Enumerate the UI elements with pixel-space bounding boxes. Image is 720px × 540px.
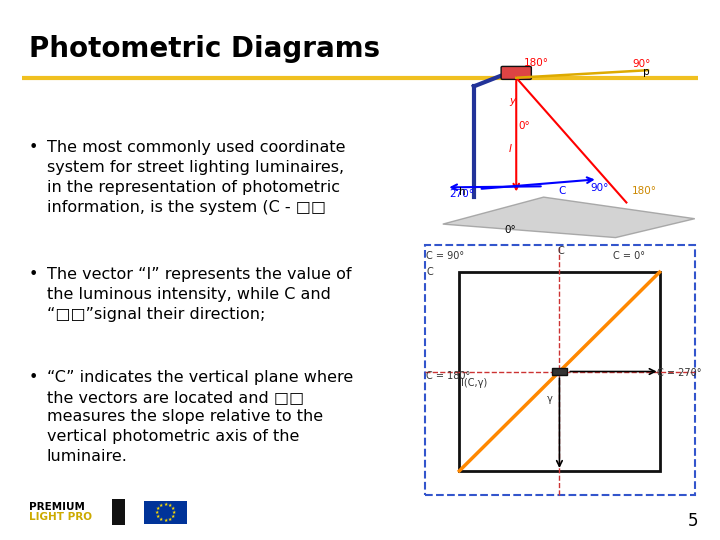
Text: 180°: 180° bbox=[632, 186, 657, 197]
Bar bbox=[112, 499, 125, 525]
Text: •: • bbox=[29, 267, 38, 282]
Text: LIGHT PRO: LIGHT PRO bbox=[29, 512, 92, 522]
Text: 5: 5 bbox=[688, 512, 698, 530]
Bar bbox=[459, 272, 660, 471]
Text: C = 90°: C = 90° bbox=[426, 251, 464, 261]
Text: 180°: 180° bbox=[524, 58, 549, 68]
Text: •: • bbox=[29, 140, 38, 156]
Text: ★: ★ bbox=[155, 510, 159, 515]
Text: ★: ★ bbox=[159, 516, 163, 522]
Text: The vector “I” represents the value of
the luminous intensity, while C and
“□□”s: The vector “I” represents the value of t… bbox=[47, 267, 351, 322]
Text: ★: ★ bbox=[168, 503, 172, 509]
Text: Photometric Diagrams: Photometric Diagrams bbox=[29, 35, 380, 63]
Text: ★: ★ bbox=[163, 517, 168, 523]
Text: C: C bbox=[427, 267, 433, 278]
Bar bbox=[144, 501, 187, 524]
Text: The most commonly used coordinate
system for street lighting luminaires,
in the : The most commonly used coordinate system… bbox=[47, 140, 346, 215]
Polygon shape bbox=[443, 197, 695, 238]
FancyBboxPatch shape bbox=[501, 66, 531, 79]
Bar bbox=[552, 368, 567, 375]
Text: ★: ★ bbox=[172, 510, 176, 515]
Text: C = 180°: C = 180° bbox=[426, 371, 470, 381]
Text: γ: γ bbox=[547, 394, 553, 404]
Text: I: I bbox=[509, 144, 512, 154]
Text: 0°: 0° bbox=[504, 225, 516, 235]
Text: “C” indicates the vertical plane where
the vectors are located and □□
measures t: “C” indicates the vertical plane where t… bbox=[47, 370, 353, 464]
Text: 90°: 90° bbox=[590, 183, 609, 193]
Text: ★: ★ bbox=[163, 502, 168, 508]
Text: ★: ★ bbox=[156, 506, 161, 511]
Text: C = 0°: C = 0° bbox=[613, 251, 645, 261]
Text: C: C bbox=[558, 186, 565, 197]
Text: I(C,γ): I(C,γ) bbox=[461, 378, 487, 388]
Text: 90°: 90° bbox=[632, 59, 651, 69]
Text: 270°: 270° bbox=[449, 189, 474, 199]
Bar bbox=[425, 245, 695, 495]
Text: 0°: 0° bbox=[518, 120, 530, 131]
Text: ★: ★ bbox=[171, 514, 175, 519]
Text: ★: ★ bbox=[156, 514, 161, 519]
Text: PREMIUM: PREMIUM bbox=[29, 502, 85, 511]
Text: ★: ★ bbox=[168, 516, 172, 522]
Text: C: C bbox=[558, 246, 564, 256]
Text: C = 270°: C = 270° bbox=[657, 368, 701, 379]
Text: ★: ★ bbox=[159, 503, 163, 509]
Text: h: h bbox=[459, 187, 466, 198]
Text: p: p bbox=[643, 66, 649, 77]
Text: •: • bbox=[29, 370, 38, 385]
Text: ★: ★ bbox=[171, 506, 175, 511]
Text: y: y bbox=[509, 96, 516, 106]
